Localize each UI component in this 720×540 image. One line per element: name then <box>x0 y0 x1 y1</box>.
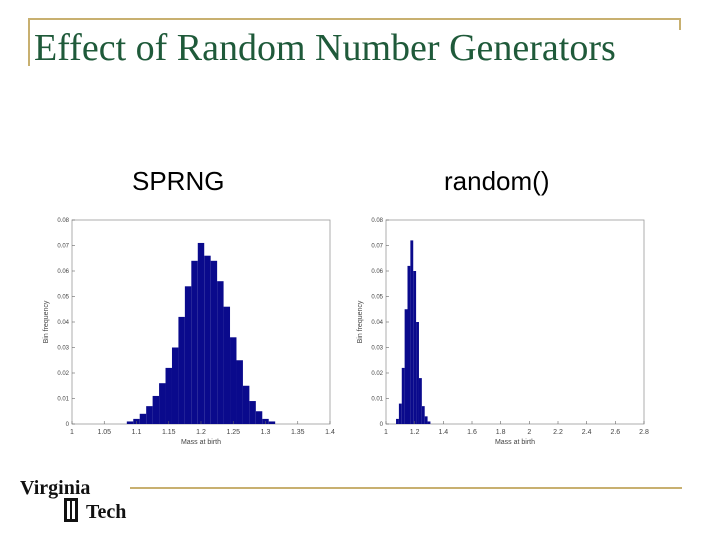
y-tick-label: 0.05 <box>57 295 69 301</box>
y-tick-label: 0.01 <box>371 397 383 403</box>
footer-rule <box>130 487 682 489</box>
x-tick-label: 1 <box>384 429 388 436</box>
x-tick-label: 1.8 <box>496 429 506 436</box>
histogram-bar <box>418 378 422 424</box>
histogram-bar <box>255 411 263 424</box>
x-tick-label: 1.2 <box>410 429 420 436</box>
histogram-sprng: 1 1.05 1.1 1.15 1.2 1.25 1.3 1.35 1.4 0 0.01 0.02 0.… <box>43 218 335 446</box>
virginia-tech-logo: Virginia Tech <box>20 477 126 523</box>
x-tick-label: 1.1 <box>132 429 142 436</box>
histogram-bar <box>146 406 153 424</box>
histogram-bar <box>424 416 428 424</box>
x-tick-label: 1.35 <box>291 429 305 436</box>
x-axis-label: Mass at birth <box>181 439 221 446</box>
chart-title-random: random() <box>444 166 550 196</box>
chart-title-sprng: SPRNG <box>132 166 225 196</box>
histogram-bar <box>249 401 256 424</box>
y-tick-label: 0.08 <box>57 218 69 224</box>
y-tick-label: 0.04 <box>57 320 69 326</box>
y-tick-label: 0 <box>66 422 70 428</box>
histogram-bar <box>230 337 237 424</box>
histogram-bar <box>413 271 417 424</box>
y-tick-label: 0.02 <box>371 371 383 377</box>
histogram-bar <box>126 421 134 424</box>
histogram-bar <box>427 421 431 424</box>
plot-frame <box>385 219 645 425</box>
y-tick-label: 0.03 <box>57 346 69 352</box>
svg-text:Virginia: Virginia <box>20 477 90 499</box>
histogram-bar <box>152 395 160 424</box>
y-tick-label: 0.08 <box>371 218 383 224</box>
histogram-bar <box>416 322 419 424</box>
y-tick-label: 0.07 <box>57 244 69 250</box>
x-tick-label: 1.2 <box>196 429 206 436</box>
histogram-bar <box>398 403 402 424</box>
x-axis-label: Mass at birth <box>495 439 535 446</box>
x-tick-label: 1 <box>70 429 74 436</box>
x-tick-label: 1.15 <box>162 429 176 436</box>
histogram-bar <box>401 367 405 424</box>
title-rule-left <box>28 18 30 66</box>
histogram-bar <box>159 383 166 424</box>
histogram-bar <box>404 309 408 424</box>
histogram-bar <box>165 367 172 424</box>
x-tick-label: 2.8 <box>639 429 649 436</box>
title-rule-top <box>28 18 680 20</box>
histogram-bar <box>184 286 192 424</box>
y-tick-label: 0.06 <box>57 269 69 275</box>
x-tick-label: 1.4 <box>438 429 448 436</box>
y-tick-label: 0.05 <box>371 295 383 301</box>
title-rule-right <box>679 18 681 30</box>
x-tick-label: 1.6 <box>467 429 477 436</box>
y-tick-label: 0.04 <box>371 320 383 326</box>
y-tick-label: 0.03 <box>371 346 383 352</box>
x-tick-label: 2 <box>527 429 531 436</box>
histogram-bar <box>236 360 243 424</box>
x-tick-label: 2.4 <box>582 429 592 436</box>
histogram-bar <box>204 255 211 424</box>
x-tick-label: 1.4 <box>325 429 335 436</box>
y-tick-label: 0.02 <box>57 371 69 377</box>
histogram-bar <box>178 316 185 424</box>
histogram-bar <box>407 265 411 424</box>
histogram-bar <box>223 306 231 424</box>
x-tick-label: 1.25 <box>226 429 240 436</box>
histogram-bar <box>242 385 250 424</box>
histogram-bar <box>421 406 425 424</box>
y-tick-label: 0.01 <box>57 397 69 403</box>
x-tick-label: 2.2 <box>553 429 563 436</box>
histogram-bar <box>171 347 179 424</box>
histogram-bar <box>396 418 399 424</box>
y-axis-label: Bin frequency <box>43 300 50 343</box>
slide-title: Effect of Random Number Generators <box>34 27 616 69</box>
histogram-bar <box>139 413 147 424</box>
histogram-bar <box>197 242 205 424</box>
x-tick-label: 2.6 <box>610 429 620 436</box>
x-tick-label: 1.3 <box>261 429 271 436</box>
x-tick-label: 1.05 <box>97 429 111 436</box>
histogram-bar <box>268 421 276 424</box>
y-tick-label: 0.07 <box>371 244 383 250</box>
histogram-bar <box>191 260 198 424</box>
histogram-bar <box>410 240 414 424</box>
y-tick-label: 0.06 <box>371 269 383 275</box>
svg-text:Tech: Tech <box>86 501 126 523</box>
histogram-bar <box>217 281 224 424</box>
histogram-bar <box>210 260 218 424</box>
y-axis-label: Bin frequency <box>357 300 364 343</box>
y-tick-label: 0 <box>380 422 384 428</box>
histogram-random: 1 1.2 1.4 1.6 1.8 2 2.2 2.4 2.6 2.8 0 0.01 0.02 0.03 0… <box>357 218 649 446</box>
